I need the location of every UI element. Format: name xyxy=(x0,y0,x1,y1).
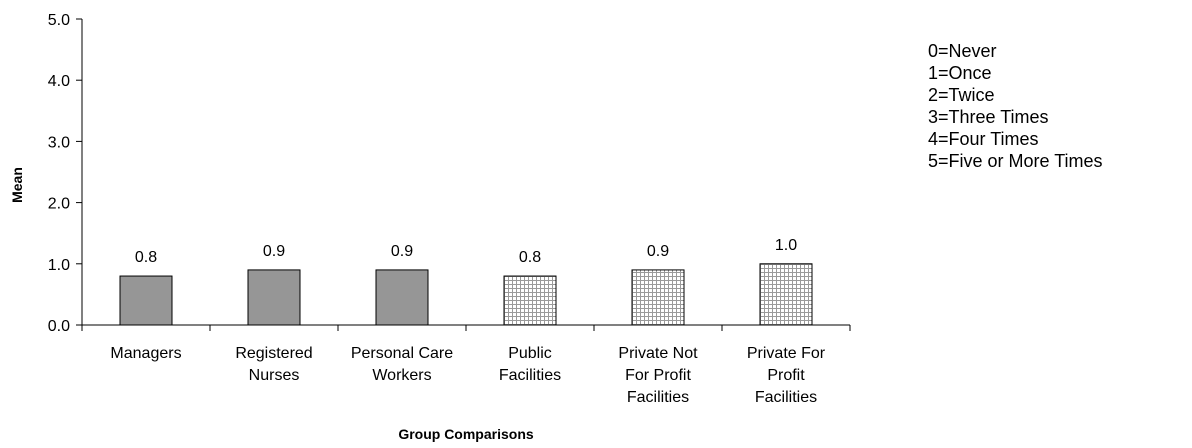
x-tick-label-line: Profit xyxy=(767,367,805,384)
legend: 0=Never 1=Once 2=Twice 3=Three Times 4=Four … xyxy=(928,40,1103,172)
legend-entry: 0=Never xyxy=(928,41,997,61)
bar-value-label: 0.9 xyxy=(391,243,413,260)
x-tick-label-line: Private For xyxy=(747,345,826,362)
bar-value-label: 0.8 xyxy=(135,249,157,266)
x-tick-label: Private Not For Profit Facilities xyxy=(618,345,698,406)
y-axis-title: Mean xyxy=(9,167,25,203)
bar-value-label: 0.9 xyxy=(263,243,285,260)
bar xyxy=(631,269,685,326)
x-tick-label: Public Facilities xyxy=(499,345,561,384)
x-tick-label-line: Personal Care xyxy=(351,345,453,362)
x-tick-label-line: Workers xyxy=(372,367,431,384)
x-tick-labels: Managers Registered Nurses Personal Care Wor… xyxy=(110,345,825,406)
legend-entry: 3=Three Times xyxy=(928,107,1049,127)
x-tick-label-line: For Profit xyxy=(625,367,691,384)
y-tick-label: 2.0 xyxy=(48,196,70,213)
x-tick-label-line: Facilities xyxy=(499,367,561,384)
x-tick-label-line: Managers xyxy=(110,345,181,362)
bar-value-label: 0.9 xyxy=(647,243,669,260)
bar xyxy=(503,275,557,326)
bar-chart: 0.0 1.0 2.0 3.0 4.0 5.0 0.8 0.9 0.9 0.8 0.9 1.0 Ma… xyxy=(9,12,851,442)
bars: 0.8 0.9 0.9 0.8 0.9 1.0 xyxy=(119,237,813,326)
y-tick-label: 4.0 xyxy=(48,73,70,90)
x-tick-label-line: Registered xyxy=(235,345,312,362)
x-tick-label-line: Private Not xyxy=(618,345,698,362)
y-axis: 0.0 1.0 2.0 3.0 4.0 5.0 xyxy=(48,12,83,335)
bar-value-label: 1.0 xyxy=(775,237,797,254)
x-tick-label-line: Facilities xyxy=(755,389,817,406)
bar xyxy=(375,269,429,326)
x-tick-label: Personal Care Workers xyxy=(351,345,453,384)
x-tick-label: Registered Nurses xyxy=(235,345,312,384)
y-tick-label: 1.0 xyxy=(48,257,70,274)
x-tick-label-line: Facilities xyxy=(627,389,689,406)
x-tick-label: Managers xyxy=(110,345,181,362)
x-tick-label-line: Public xyxy=(508,345,552,362)
x-axis xyxy=(81,324,851,331)
bar xyxy=(247,269,301,326)
legend-entry: 1=Once xyxy=(928,63,992,83)
bar xyxy=(119,275,173,326)
legend-entry: 2=Twice xyxy=(928,85,995,105)
x-tick-label-line: Nurses xyxy=(249,367,300,384)
bar xyxy=(759,263,813,326)
y-tick-label: 3.0 xyxy=(48,134,70,151)
y-tick-label: 5.0 xyxy=(48,12,70,29)
legend-entry: 5=Five or More Times xyxy=(928,151,1103,171)
x-axis-title: Group Comparisons xyxy=(398,426,534,442)
x-tick-label: Private For Profit Facilities xyxy=(747,345,826,406)
legend-entry: 4=Four Times xyxy=(928,129,1039,149)
y-tick-label: 0.0 xyxy=(48,318,70,335)
bar-value-label: 0.8 xyxy=(519,249,541,266)
